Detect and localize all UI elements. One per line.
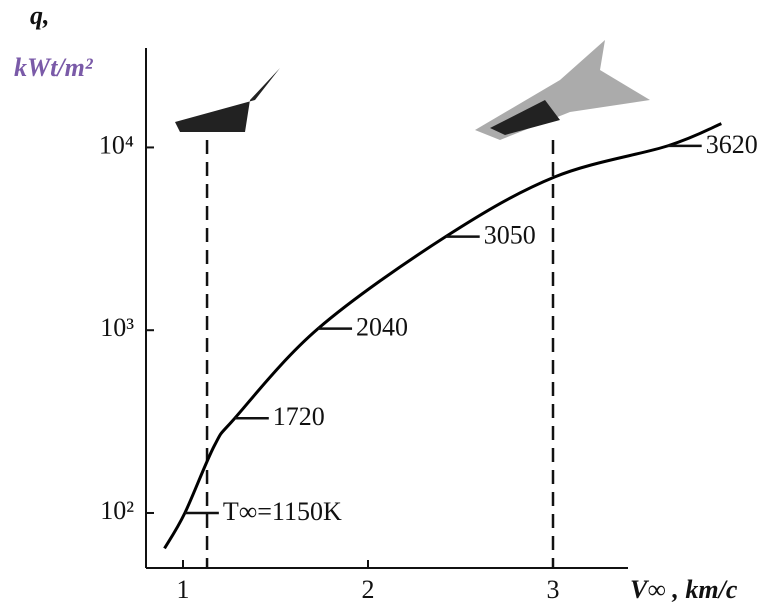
y-tick-label: 10⁴ xyxy=(99,130,134,159)
x-tick-label: 2 xyxy=(362,575,375,604)
chart: q, kWt/m² V∞ , km/c 1 2 3 10² 10³ 10⁴ T∞=1150K… xyxy=(0,0,769,608)
y-axis-label: q, xyxy=(30,1,50,30)
x-axis-label: V∞ , km/c xyxy=(630,575,738,604)
x-tick-label: 1 xyxy=(177,575,190,604)
aircraft-icon xyxy=(175,40,650,140)
x-tick-label: 3 xyxy=(547,575,560,604)
point-label: 3620 xyxy=(706,130,758,159)
point-label: 2040 xyxy=(356,313,408,342)
point-label: 1720 xyxy=(273,402,325,431)
y-axis-unit: kWt/m² xyxy=(14,53,94,82)
point-label: T∞=1150K xyxy=(223,497,342,526)
y-tick-label: 10² xyxy=(100,496,134,525)
y-tick-label: 10³ xyxy=(100,313,134,342)
point-label: 3050 xyxy=(484,221,536,250)
curve xyxy=(165,124,722,549)
